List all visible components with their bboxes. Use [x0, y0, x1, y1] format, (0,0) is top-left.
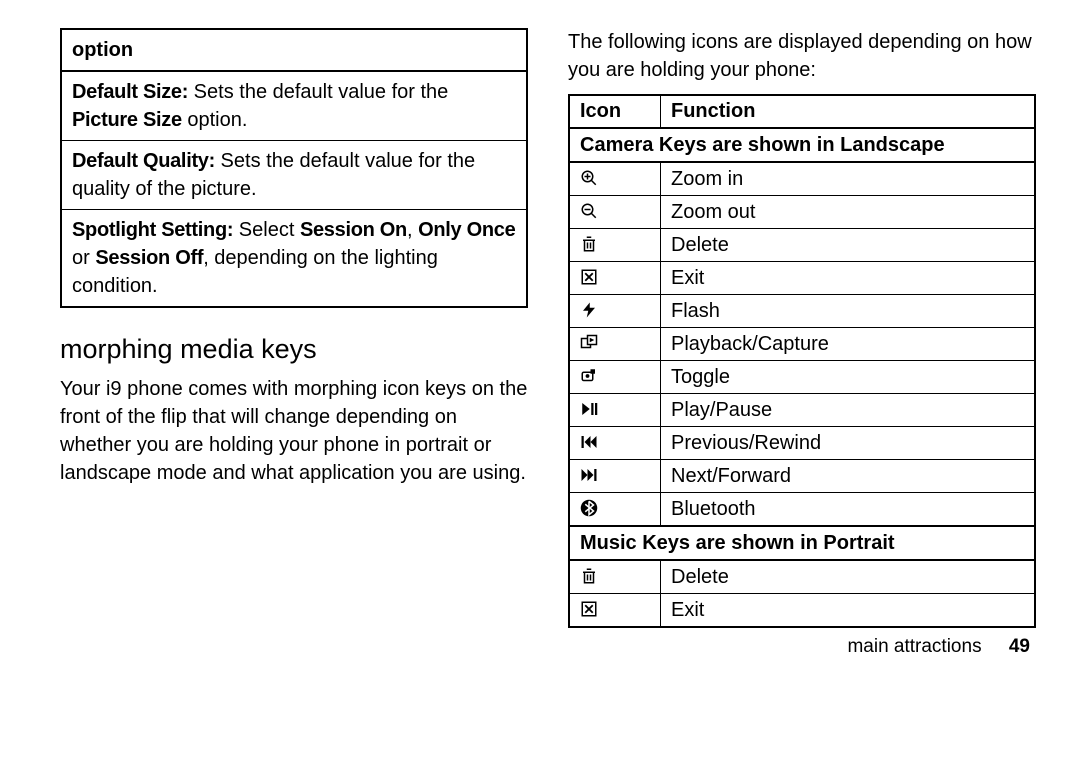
- option-table: option Default Size: Sets the default va…: [60, 28, 528, 308]
- icon-label: Zoom in: [661, 162, 1036, 196]
- icon-row: Bluetooth: [569, 493, 1035, 527]
- footer-page-number: 49: [1009, 636, 1030, 657]
- prev-icon: [569, 427, 661, 460]
- icon-row: Playback/Capture: [569, 328, 1035, 361]
- icon-row: Zoom out: [569, 196, 1035, 229]
- icon-label: Bluetooth: [661, 493, 1036, 527]
- bluetooth-icon: [569, 493, 661, 527]
- delete-icon: [569, 229, 661, 262]
- zoom-out-icon: [569, 196, 661, 229]
- icon-label: Zoom out: [661, 196, 1036, 229]
- option-row-spotlight: Spotlight Setting: Select Session On, On…: [61, 210, 527, 308]
- option-row-default-quality: Default Quality: Sets the default value …: [61, 141, 527, 210]
- icon-label: Delete: [661, 229, 1036, 262]
- icon-header-icon: Icon: [569, 95, 661, 128]
- icon-row: Play/Pause: [569, 394, 1035, 427]
- icon-label: Previous/Rewind: [661, 427, 1036, 460]
- icon-header-function: Function: [661, 95, 1036, 128]
- section-heading: morphing media keys: [60, 334, 528, 365]
- icon-row: Next/Forward: [569, 460, 1035, 493]
- icon-label: Toggle: [661, 361, 1036, 394]
- flash-icon: [569, 295, 661, 328]
- option-header: option: [61, 29, 527, 71]
- icon-table: Icon Function Camera Keys are shown in L…: [568, 94, 1036, 628]
- icon-label: Exit: [661, 262, 1036, 295]
- icon-label: Delete: [661, 560, 1036, 594]
- zoom-in-icon: [569, 162, 661, 196]
- footer-section: main attractions: [847, 636, 981, 657]
- playpause-icon: [569, 394, 661, 427]
- icon-row: Zoom in: [569, 162, 1035, 196]
- icon-row: Delete: [569, 560, 1035, 594]
- page-footer: main attractions 49: [568, 636, 1036, 658]
- icon-row: Exit: [569, 262, 1035, 295]
- playback-icon: [569, 328, 661, 361]
- icon-label: Play/Pause: [661, 394, 1036, 427]
- delete-icon: [569, 560, 661, 594]
- icon-label: Exit: [661, 594, 1036, 628]
- section-body: Your i9 phone comes with morphing icon k…: [60, 375, 528, 487]
- right-intro: The following icons are displayed depend…: [568, 28, 1036, 84]
- icon-row: Delete: [569, 229, 1035, 262]
- icon-label: Flash: [661, 295, 1036, 328]
- icon-row: Previous/Rewind: [569, 427, 1035, 460]
- exit-icon: [569, 594, 661, 628]
- next-icon: [569, 460, 661, 493]
- icon-label: Next/Forward: [661, 460, 1036, 493]
- exit-icon: [569, 262, 661, 295]
- subheader-portrait: Music Keys are shown in Portrait: [569, 526, 1035, 560]
- option-row-default-size: Default Size: Sets the default value for…: [61, 71, 527, 141]
- icon-row: Flash: [569, 295, 1035, 328]
- icon-row: Toggle: [569, 361, 1035, 394]
- icon-row: Exit: [569, 594, 1035, 628]
- toggle-icon: [569, 361, 661, 394]
- subheader-landscape: Camera Keys are shown in Landscape: [569, 128, 1035, 162]
- icon-label: Playback/Capture: [661, 328, 1036, 361]
